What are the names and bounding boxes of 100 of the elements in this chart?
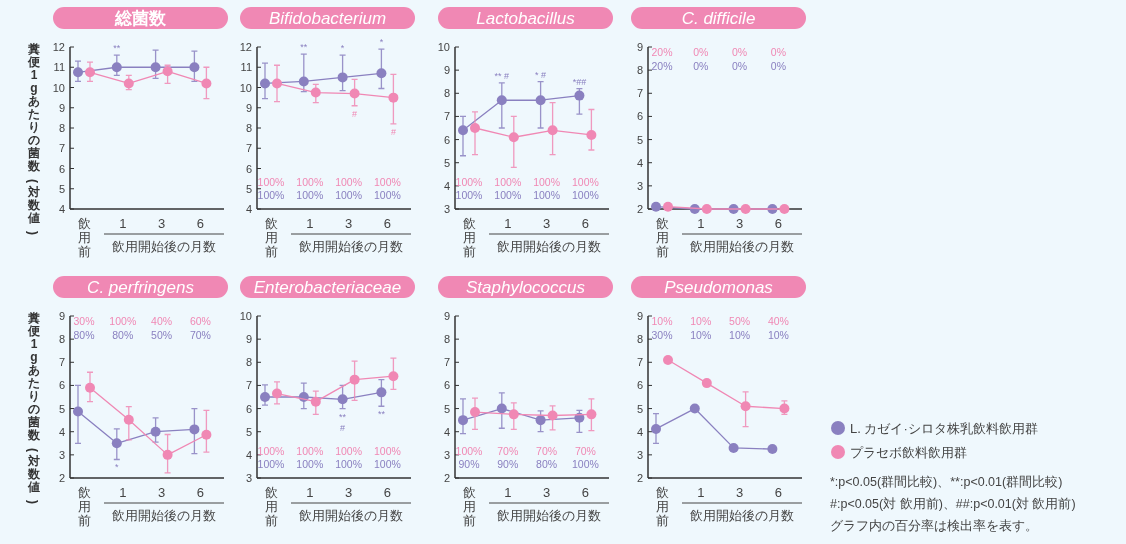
x-tick-label: 3 xyxy=(735,216,744,231)
annotation: 70% xyxy=(189,329,211,341)
y-tick-label: 3 xyxy=(58,448,65,461)
annotation: ** xyxy=(339,411,347,422)
chart-title: Staphylococcus xyxy=(465,278,586,297)
x-axis-title: 飲用開始後の月数 xyxy=(497,239,601,254)
x-tick-label: 6 xyxy=(774,485,783,500)
annotation: 10% xyxy=(651,315,673,327)
annotation: 100% xyxy=(296,176,324,188)
x-axis-title: 飲用開始後の月数 xyxy=(112,239,216,254)
x-tick-label: 6 xyxy=(581,485,590,500)
annotation: 100% xyxy=(257,176,285,188)
y-tick-label: 8 xyxy=(245,122,252,134)
annotation: 20% xyxy=(651,46,673,58)
y-tick-label: 5 xyxy=(636,133,643,146)
y-tick-label: 5 xyxy=(58,402,65,415)
y-tick-label: 5 xyxy=(245,182,252,195)
annotation: 70% xyxy=(536,445,558,457)
annotation: 30% xyxy=(651,329,673,341)
text: 糞便1gあたりの菌数(対数値) xyxy=(26,311,40,504)
chart-title: 総菌数 xyxy=(114,9,167,28)
y-tick-label: 7 xyxy=(58,356,65,369)
text: グラフ内の百分率は検出率を表す。 xyxy=(830,518,1038,533)
y-tick-label: 5 xyxy=(245,425,252,438)
annotation: *## xyxy=(572,76,587,87)
annotation: 100% xyxy=(296,445,324,457)
y-tick-label: 5 xyxy=(443,156,450,169)
y-tick-label: 10 xyxy=(437,41,450,53)
annotation: 100% xyxy=(494,189,522,201)
x-tick-label: 3 xyxy=(542,485,551,500)
x-tick-label: 3 xyxy=(157,216,166,231)
chart-title: Enterobacteriaceae xyxy=(253,278,402,297)
annotation: 0% xyxy=(693,46,709,58)
y-tick-label: 7 xyxy=(58,142,65,155)
y-tick-label: 6 xyxy=(58,379,65,392)
x-axis-title: 飲用開始後の月数 xyxy=(690,508,794,523)
x-tick-label: 3 xyxy=(344,485,353,500)
y-tick-label: 4 xyxy=(245,203,252,215)
x-tick-label: 1 xyxy=(697,485,705,500)
x-tick-label: 3 xyxy=(542,216,551,231)
x-tick-label: 飲用前 xyxy=(264,216,278,259)
x-axis-title: 飲用開始後の月数 xyxy=(299,508,403,523)
y-tick-label: 5 xyxy=(58,182,65,195)
y-tick-label: 7 xyxy=(636,87,643,100)
annotation: 70% xyxy=(497,445,519,457)
y-tick-label: 4 xyxy=(443,179,450,192)
annotation: 90% xyxy=(458,458,480,470)
y-tick-label: 11 xyxy=(240,61,252,74)
y-tick-label: 8 xyxy=(636,64,643,77)
y-tick-label: 4 xyxy=(443,425,450,438)
y-tick-label: 6 xyxy=(58,162,65,175)
y-tick-label: 3 xyxy=(636,448,643,461)
annotation: 100% xyxy=(455,189,483,201)
x-tick-label: 1 xyxy=(119,485,127,500)
annotation: 100% xyxy=(571,189,599,201)
y-tick-label: 2 xyxy=(636,203,643,215)
annotation: 0% xyxy=(693,60,709,72)
y-tick-label: 9 xyxy=(443,64,450,77)
x-tick-label: 飲用前 xyxy=(462,216,476,259)
annotation: 10% xyxy=(690,315,712,327)
y-tick-label: 9 xyxy=(636,310,643,322)
legend-label: L. カゼイ·シロタ株乳飲料飲用群 xyxy=(850,421,1038,436)
annotation: 20% xyxy=(651,60,673,72)
y-tick-label: 5 xyxy=(443,402,450,415)
annotation: 100% xyxy=(257,189,285,201)
x-tick-label: 飲用前 xyxy=(77,485,91,528)
y-tick-label: 9 xyxy=(443,310,450,322)
y-tick-label: 10 xyxy=(239,310,252,322)
annotation: * # xyxy=(535,69,547,80)
y-tick-label: 9 xyxy=(245,333,252,346)
y-tick-label: 6 xyxy=(443,133,450,146)
annotation: 100% xyxy=(494,176,522,188)
x-tick-label: 飲用前 xyxy=(77,216,91,259)
annotation: 80% xyxy=(73,329,95,341)
y-tick-label: 8 xyxy=(58,333,65,346)
y-tick-label: 2 xyxy=(636,472,643,484)
y-tick-label: 8 xyxy=(443,333,450,346)
annotation: ** xyxy=(113,43,121,54)
annotation: 10% xyxy=(767,329,789,341)
y-tick-label: 11 xyxy=(53,61,65,74)
annotation: 100% xyxy=(373,458,401,470)
y-tick-label: 9 xyxy=(245,101,252,114)
x-tick-label: 3 xyxy=(344,216,353,231)
x-tick-label: 1 xyxy=(306,485,314,500)
x-tick-label: 1 xyxy=(504,485,512,500)
annotation: 0% xyxy=(732,60,748,72)
y-tick-label: 6 xyxy=(636,110,643,123)
x-tick-label: 1 xyxy=(119,216,127,231)
annotation: 70% xyxy=(574,445,596,457)
x-tick-label: 飲用前 xyxy=(264,485,278,528)
x-tick-label: 飲用前 xyxy=(462,485,476,528)
annotation: 100% xyxy=(533,189,561,201)
annotation: 10% xyxy=(729,329,751,341)
annotation: * xyxy=(340,43,345,54)
annotation: 100% xyxy=(335,445,363,457)
y-tick-label: 5 xyxy=(636,402,643,415)
annotation: 100% xyxy=(373,445,401,457)
x-tick-label: 飲用前 xyxy=(655,485,669,528)
chart-title: C. difficile xyxy=(681,9,756,28)
annotation: 0% xyxy=(770,46,786,58)
